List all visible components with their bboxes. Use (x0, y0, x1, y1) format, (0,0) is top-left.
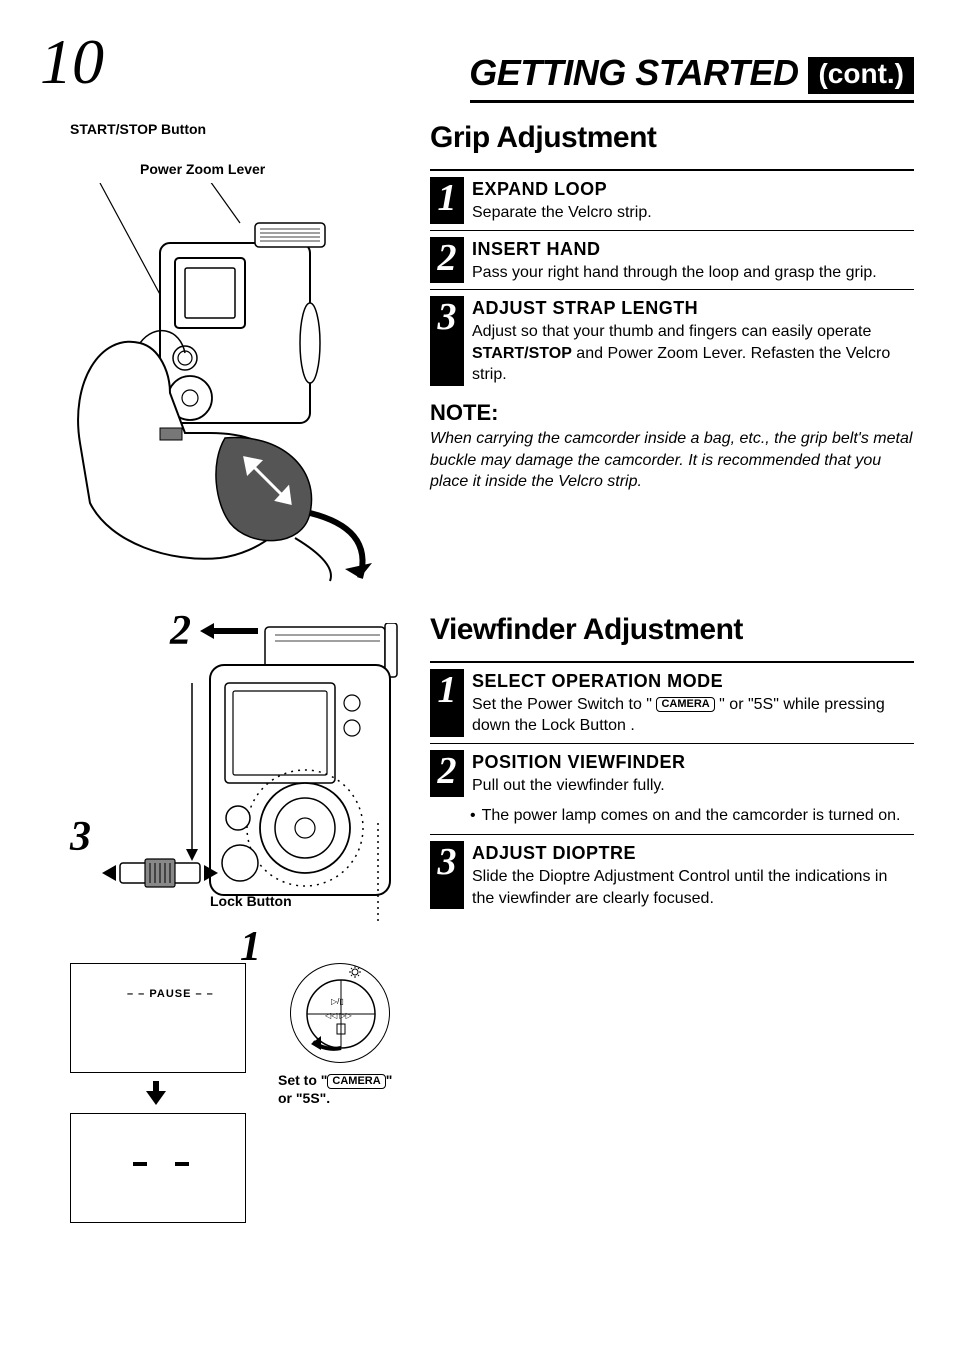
dioptre-slider-illustration (100, 853, 220, 893)
header-title-wrap: GETTING STARTED (cont.) (469, 52, 914, 94)
step-text: Separate the Velcro strip. (472, 202, 914, 224)
step-grip-1: 1 EXPAND LOOP Separate the Velcro strip. (430, 175, 914, 224)
viewfinder-frame-focused (70, 1113, 246, 1223)
pause-text: – – PAUSE – – (127, 988, 214, 1000)
step-head: INSERT HAND (472, 239, 914, 260)
step-head: ADJUST STRAP LENGTH (472, 298, 914, 319)
rule (430, 169, 914, 171)
camcorder-grip-illustration (60, 183, 380, 583)
note-heading: NOTE: (430, 400, 914, 426)
step-text: Pull out the viewfinder fully. (472, 775, 914, 797)
bullet-power-lamp: • The power lamp comes on and the camcor… (470, 805, 914, 827)
step-text-bold: START/STOP (472, 345, 572, 362)
label-lock-button: Lock Button (210, 893, 292, 909)
step-number: 2 (430, 237, 464, 284)
dash-left-icon (133, 1162, 147, 1166)
step-head: SELECT OPERATION MODE (472, 671, 914, 692)
svg-text:▷/▯: ▷/▯ (331, 997, 344, 1006)
step-vf-2: 2 POSITION VIEWFINDER Pull out the viewf… (430, 748, 914, 797)
step-number: 3 (430, 296, 464, 386)
step-number: 3 (430, 841, 464, 909)
arrow-down-icon (146, 1091, 166, 1105)
mode-dial-illustration: ▷/▯ ◁◁ ▷▷ (290, 963, 390, 1063)
figure-grip: START/STOP Button Power Zoom Lever (40, 121, 400, 583)
header-rule (470, 100, 914, 103)
step-text: Pass your right hand through the loop an… (472, 262, 914, 284)
label-power-zoom: Power Zoom Lever (140, 161, 400, 177)
rule (430, 834, 914, 835)
fig2-num-3: 3 (70, 813, 91, 861)
step-text-pre: Adjust so that your thumb and fingers ca… (472, 323, 871, 340)
right-column: Grip Adjustment 1 EXPAND LOOP Separate t… (430, 121, 914, 1253)
step-head: POSITION VIEWFINDER (472, 752, 914, 773)
step-text: Set the Power Switch to " CAMERA " or "5… (472, 694, 914, 737)
camera-pill: CAMERA (656, 697, 714, 712)
step-head: EXPAND LOOP (472, 179, 914, 200)
rule (430, 743, 914, 744)
step-grip-3: 3 ADJUST STRAP LENGTH Adjust so that you… (430, 294, 914, 386)
section-title-grip: Grip Adjustment (430, 121, 914, 155)
page-number: 10 (40, 30, 104, 94)
figure-viewfinder: 2 (40, 613, 400, 1253)
step-vf-3: 3 ADJUST DIOPTRE Slide the Dioptre Adjus… (430, 839, 914, 909)
header-title: GETTING STARTED (469, 52, 798, 94)
step-head: ADJUST DIOPTRE (472, 843, 914, 864)
left-column: START/STOP Button Power Zoom Lever (40, 121, 400, 1253)
svg-text:◁◁ ▷▷: ◁◁ ▷▷ (325, 1011, 353, 1020)
page-header: 10 GETTING STARTED (cont.) (40, 30, 914, 94)
step-vf-1: 1 SELECT OPERATION MODE Set the Power Sw… (430, 667, 914, 737)
step-number: 2 (430, 750, 464, 797)
step-text-pre: Set the Power Switch to " (472, 696, 656, 713)
set-to-label: Set to "CAMERA" or "5S". (278, 1071, 408, 1107)
bullet-text: The power lamp comes on and the camcorde… (482, 805, 901, 827)
camera-pill: CAMERA (327, 1074, 385, 1089)
rule (430, 289, 914, 290)
step-number: 1 (430, 177, 464, 224)
rule (430, 230, 914, 231)
step-text: Slide the Dioptre Adjustment Control unt… (472, 866, 914, 909)
rule (430, 661, 914, 663)
step-grip-2: 2 INSERT HAND Pass your right hand throu… (430, 235, 914, 284)
note-body: When carrying the camcorder inside a bag… (430, 428, 914, 493)
label-start-stop: START/STOP Button (70, 121, 400, 137)
dash-right-icon (175, 1162, 189, 1166)
set-to-prefix: Set to " (278, 1072, 327, 1088)
viewfinder-frame-pause: – – PAUSE – – (70, 963, 246, 1073)
step-number: 1 (430, 669, 464, 737)
bullet-dot-icon: • (470, 805, 476, 827)
section-title-viewfinder: Viewfinder Adjustment (430, 613, 914, 647)
cont-badge: (cont.) (808, 57, 914, 94)
step-text: Adjust so that your thumb and fingers ca… (472, 321, 914, 386)
